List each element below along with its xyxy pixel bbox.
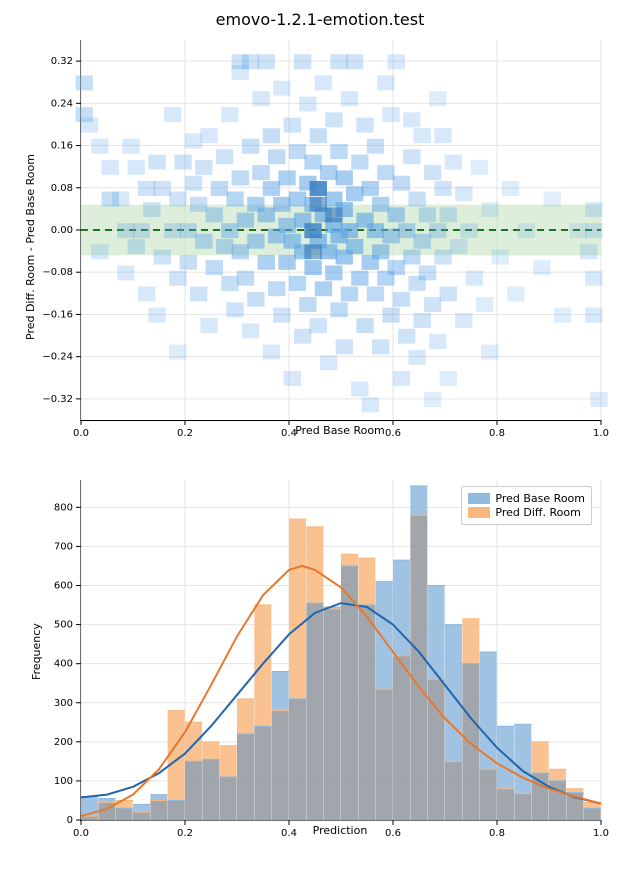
hist-svg: 0.00.20.40.60.81.00100200300400500600700… <box>81 480 601 820</box>
scatter-svg: 0.00.20.40.60.81.0−0.32−0.24−0.16−0.080.… <box>81 40 601 420</box>
svg-text:300: 300 <box>54 698 73 709</box>
hist-ylabel: Frequency <box>30 623 43 680</box>
svg-text:500: 500 <box>54 620 73 631</box>
svg-text:0.00: 0.00 <box>51 225 73 236</box>
legend-row-base: Pred Base Room <box>468 492 585 505</box>
svg-text:0.08: 0.08 <box>51 183 73 194</box>
hist-xlabel: Prediction <box>80 824 600 837</box>
svg-text:0: 0 <box>67 815 73 826</box>
svg-text:800: 800 <box>54 502 73 513</box>
scatter-xlabel: Pred Base Room <box>80 424 600 437</box>
svg-text:−0.24: −0.24 <box>42 352 73 363</box>
chart-title: emovo-1.2.1-emotion.test <box>0 10 640 29</box>
svg-text:400: 400 <box>54 659 73 670</box>
hist-legend: Pred Base Room Pred Diff. Room <box>461 486 592 525</box>
svg-text:−0.16: −0.16 <box>42 309 73 320</box>
legend-swatch-diff <box>468 507 490 518</box>
scatter-ylabel: Pred Diff. Room - Pred Base Room <box>24 154 37 340</box>
scatter-plot: 0.00.20.40.60.81.0−0.32−0.24−0.16−0.080.… <box>80 40 601 421</box>
figure: emovo-1.2.1-emotion.test 0.00.20.40.60.8… <box>0 0 640 880</box>
hist-plot: 0.00.20.40.60.81.00100200300400500600700… <box>80 480 601 821</box>
svg-text:700: 700 <box>54 541 73 552</box>
svg-text:100: 100 <box>54 776 73 787</box>
svg-text:0.32: 0.32 <box>51 56 73 67</box>
svg-text:200: 200 <box>54 737 73 748</box>
svg-text:600: 600 <box>54 581 73 592</box>
svg-text:−0.32: −0.32 <box>42 394 73 405</box>
legend-label-base: Pred Base Room <box>495 492 585 505</box>
legend-swatch-base <box>468 493 490 504</box>
svg-text:−0.08: −0.08 <box>42 267 73 278</box>
svg-text:0.16: 0.16 <box>51 141 73 152</box>
legend-row-diff: Pred Diff. Room <box>468 506 585 519</box>
legend-label-diff: Pred Diff. Room <box>495 506 580 519</box>
svg-text:0.24: 0.24 <box>51 98 73 109</box>
